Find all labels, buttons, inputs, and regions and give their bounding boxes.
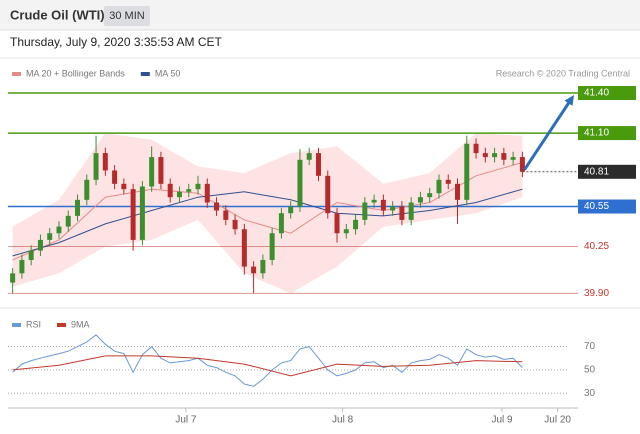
candle-body — [47, 233, 53, 240]
candle-body — [343, 229, 349, 234]
y-tick-label: 30 — [584, 388, 596, 399]
candle-body — [112, 170, 118, 184]
candle-body — [306, 153, 312, 160]
candle-body — [492, 153, 498, 158]
ma-line — [12, 162, 523, 261]
candle-body — [269, 233, 275, 260]
candle-body — [214, 202, 220, 211]
candle-body — [130, 189, 136, 240]
legend-swatch — [57, 323, 67, 327]
candle-body — [10, 273, 16, 283]
candle-body — [251, 266, 257, 274]
candle-body — [417, 197, 423, 203]
candle-body — [455, 183, 461, 200]
candle-body — [362, 202, 368, 220]
forecast-arrow-head — [564, 95, 574, 106]
title: Crude Oil (WTI) — [10, 7, 105, 22]
level-label: 40.25 — [584, 241, 609, 252]
candle-body — [510, 157, 516, 160]
candle-body — [93, 153, 99, 180]
candle-body — [436, 179, 442, 194]
candle-body — [334, 213, 340, 234]
x-tick-label: Jul 20 — [544, 415, 571, 426]
y-tick-label: 70 — [584, 341, 596, 352]
candle-body — [65, 215, 71, 227]
candle-body — [75, 199, 81, 216]
candle-body — [19, 259, 25, 274]
candle-body — [241, 229, 247, 267]
candle-body — [390, 206, 396, 211]
source: Research © 2020 Trading Central — [496, 68, 630, 78]
candle-body — [288, 206, 294, 214]
level-label-box — [578, 199, 636, 214]
datetime: Thursday, July 9, 2020 3:35:53 AM CET — [10, 35, 223, 49]
y-tick-label: 50 — [584, 365, 596, 376]
candle-body — [278, 213, 284, 234]
candle-body — [297, 159, 303, 207]
level-label: 39.90 — [584, 288, 609, 299]
candle-body — [158, 157, 164, 184]
level-label-box — [578, 126, 636, 141]
candle-body — [195, 183, 201, 190]
candle-body — [56, 226, 62, 234]
candle-body — [167, 183, 173, 198]
candle-body — [473, 143, 479, 154]
candle-body — [260, 259, 266, 274]
ma-line — [12, 188, 523, 257]
legend-label: MA 20 + Bollinger Bands — [26, 68, 125, 78]
legend-swatch — [12, 72, 21, 76]
candle-body — [84, 179, 90, 200]
candle-body — [445, 179, 451, 184]
candle-body — [186, 189, 192, 192]
timeframe-badge[interactable] — [104, 6, 150, 26]
candle-body — [204, 183, 210, 203]
bollinger-band — [12, 133, 523, 294]
candle-body — [102, 153, 108, 171]
legend-label: RSI — [26, 319, 41, 329]
candle-body — [408, 202, 414, 220]
candle-body — [232, 219, 238, 230]
x-tick-label: Jul 9 — [491, 415, 513, 426]
rsi-line — [12, 355, 523, 377]
legend-swatch — [140, 72, 150, 76]
level-label: 40.55 — [584, 201, 609, 212]
candle-body — [121, 183, 127, 190]
forecast-arrow — [523, 100, 572, 171]
candle-body — [353, 219, 359, 230]
candle-body — [176, 191, 182, 198]
level-label: 41.40 — [584, 88, 609, 99]
candle-body — [371, 199, 377, 203]
candle-body — [315, 153, 321, 176]
candle-body — [482, 153, 488, 158]
candle-body — [223, 210, 229, 220]
legend-label: MA 50 — [155, 68, 181, 78]
current-price-box — [578, 164, 636, 179]
candle-body — [464, 143, 470, 200]
candle-body — [380, 199, 386, 211]
candle-body — [37, 239, 43, 251]
candle-body — [399, 206, 405, 220]
candle-body — [501, 153, 507, 160]
level-label: 41.10 — [584, 128, 609, 139]
candle-body — [519, 157, 525, 172]
candle-body — [427, 193, 433, 198]
legend-label: 9MA — [71, 319, 90, 329]
candle-body — [149, 157, 155, 187]
candle-body — [325, 175, 331, 214]
x-tick-label: Jul 8 — [332, 415, 354, 426]
candle-body — [139, 186, 145, 240]
current-price-label: 40.81 — [584, 166, 609, 177]
timeframe[interactable]: 30 MIN — [109, 10, 145, 22]
level-label-box — [578, 86, 636, 101]
x-tick-label: Jul 7 — [175, 415, 197, 426]
candle-body — [28, 250, 34, 260]
rsi-line — [12, 334, 523, 387]
legend-swatch — [12, 323, 21, 327]
